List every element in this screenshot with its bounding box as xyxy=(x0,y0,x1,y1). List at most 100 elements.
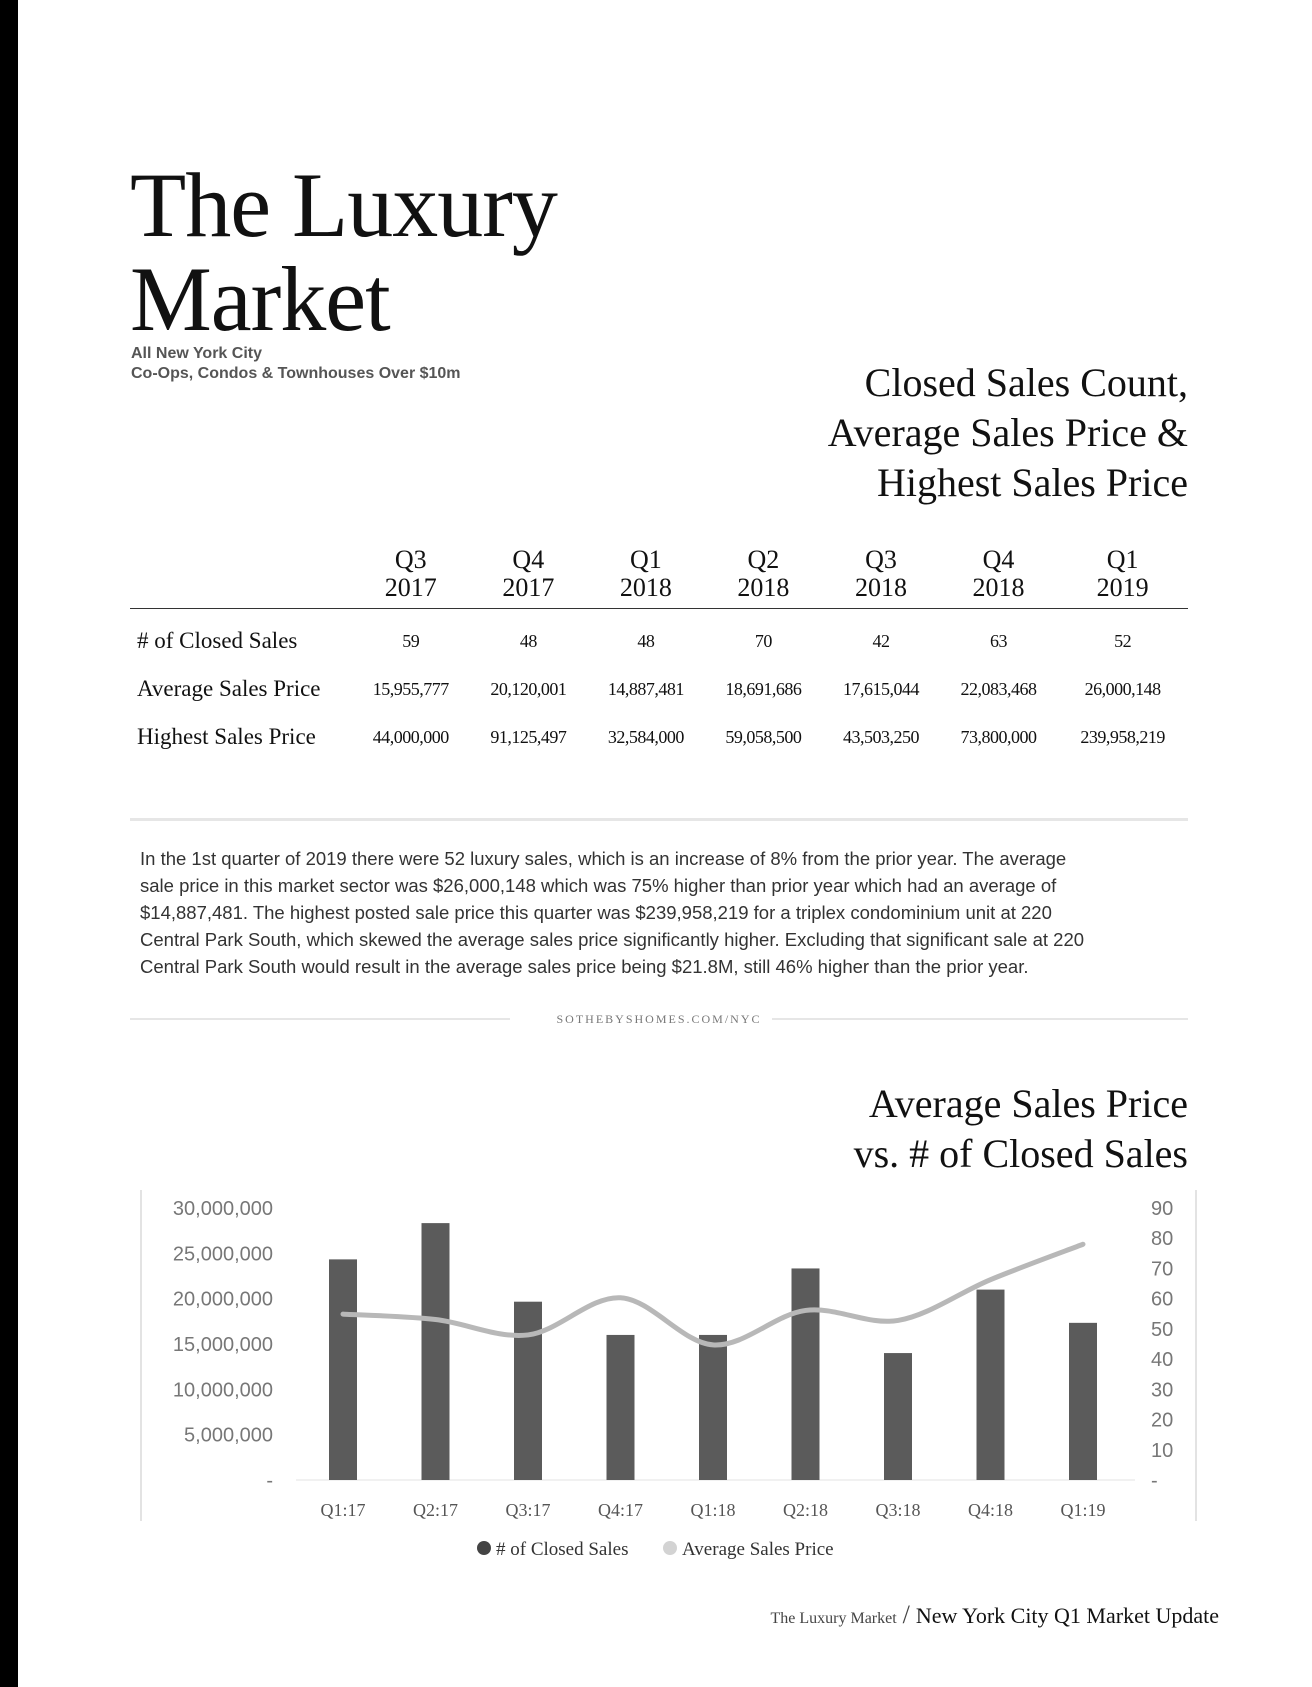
page-subtitle: All New York City Co-Ops, Condos & Townh… xyxy=(131,344,461,384)
table-cell: 20,120,001 xyxy=(490,678,567,699)
table-cell: 42 xyxy=(872,630,890,651)
page-edge-bar xyxy=(0,0,18,1687)
x-axis-tick-label: Q4:17 xyxy=(598,1500,643,1520)
x-axis-tick-label: Q2:17 xyxy=(413,1500,458,1520)
average-price-line xyxy=(340,1241,1086,1348)
x-axis-tick-label: Q1:18 xyxy=(691,1500,736,1520)
table-cell: 73,800,000 xyxy=(960,726,1037,747)
row-label: Average Sales Price xyxy=(137,676,321,701)
left-axis-tick-label: 10,000,000 xyxy=(173,1379,273,1401)
right-axis-tick-label: 30 xyxy=(1151,1379,1173,1401)
summary-line: $14,887,481. The highest posted sale pri… xyxy=(140,902,1052,923)
table-cell: 52 xyxy=(1114,630,1132,651)
right-axis-tick-label: 70 xyxy=(1151,1258,1173,1280)
table-cell: 239,958,219 xyxy=(1080,726,1165,747)
page-title: The Luxury Market xyxy=(130,158,558,346)
table-cell: 17,615,044 xyxy=(842,678,919,699)
table-cell: 32,584,000 xyxy=(607,726,684,747)
table-row: # of Closed Sales 59 48 48 70 42 63 52 xyxy=(130,609,1188,666)
legend-marker-avg-price xyxy=(663,1541,677,1555)
footer-right: New York City Q1 Market Update xyxy=(915,1603,1219,1628)
website-link[interactable]: SOTHEBYSHOMES.COM/NYC xyxy=(546,1012,772,1026)
avg-price-heading: Average Sales Price vs. # of Closed Sale… xyxy=(854,1079,1188,1179)
right-axis-tick-label: 40 xyxy=(1151,1349,1173,1371)
left-axis-tick-label: 25,000,000 xyxy=(173,1243,273,1265)
column-header: Q3 2017 xyxy=(352,546,470,609)
table-header-row: Q3 2017 Q4 2017 Q1 2018 Q2 2018 Q3 2018 Q4 201… xyxy=(130,546,1188,609)
heading-line: Average Sales Price & xyxy=(827,410,1188,455)
closed-sales-bar xyxy=(421,1223,450,1480)
sales-chart: - 5,000,000 10,000,000 15,000,000 20,000,000… xyxy=(140,1190,1197,1560)
table-cell: 15,955,777 xyxy=(372,678,449,699)
website-divider: SOTHEBYSHOMES.COM/NYC xyxy=(130,1010,1188,1028)
x-axis-tick-label: Q3:17 xyxy=(506,1500,551,1520)
x-axis-tick-label: Q4:18 xyxy=(968,1500,1013,1520)
right-axis-tick-label: - xyxy=(1151,1470,1158,1492)
page-footer: The Luxury Market / New York City Q1 Marke… xyxy=(770,1600,1219,1630)
closed-sales-bar xyxy=(791,1268,820,1480)
legend-label-closed-sales: # of Closed Sales xyxy=(496,1539,628,1560)
summary-line: sale price in this market sector was $26… xyxy=(140,875,1057,896)
x-axis-tick-label: Q1:17 xyxy=(321,1500,366,1520)
left-axis-tick-label: 15,000,000 xyxy=(173,1334,273,1356)
closed-sales-bar xyxy=(699,1334,727,1480)
column-header: Q3 2018 xyxy=(822,546,940,609)
left-axis-tick-label: 30,000,000 xyxy=(173,1198,273,1220)
left-axis-tick-label: 5,000,000 xyxy=(184,1425,273,1447)
left-axis-tick-label: 20,000,000 xyxy=(173,1289,273,1311)
table-cell: 59 xyxy=(402,630,420,651)
row-label: # of Closed Sales xyxy=(137,628,298,653)
heading-line: Average Sales Price xyxy=(868,1081,1188,1126)
table-cell: 18,691,686 xyxy=(725,678,802,699)
column-header: Q4 2017 xyxy=(469,546,588,609)
table-cell: 44,000,000 xyxy=(372,726,449,747)
legend-label-avg-price: Average Sales Price xyxy=(682,1539,834,1560)
column-header: Q1 2018 xyxy=(587,546,705,609)
closed-sales-bar xyxy=(976,1289,1005,1480)
left-axis-tick-label: - xyxy=(266,1470,273,1492)
x-axis-tick-label: Q2:18 xyxy=(783,1500,828,1520)
legend-marker-closed-sales xyxy=(477,1541,491,1555)
row-label: Highest Sales Price xyxy=(137,724,316,749)
x-axis-tick-label: Q1:19 xyxy=(1061,1500,1106,1520)
column-header: Q1 2019 xyxy=(1057,546,1188,609)
summary-line: In the 1st quarter of 2019 there were 52… xyxy=(140,848,1067,869)
table-corner xyxy=(130,546,352,609)
section-divider xyxy=(130,818,1188,821)
heading-line: Highest Sales Price xyxy=(876,460,1188,505)
table-cell: 59,058,500 xyxy=(725,726,802,747)
footer-separator: / xyxy=(902,1600,910,1629)
table-row: Highest Sales Price 44,000,000 91,125,49… xyxy=(130,713,1188,761)
summary-line: Central Park South, which skewed the ave… xyxy=(140,929,1085,950)
table-cell: 22,083,468 xyxy=(960,678,1037,699)
divider-line xyxy=(738,1018,1188,1020)
divider-line xyxy=(130,1018,510,1020)
table-cell: 63 xyxy=(990,630,1007,651)
closed-sales-bar xyxy=(329,1259,357,1480)
table-cell: 70 xyxy=(754,630,772,651)
sales-table: Q3 2017 Q4 2017 Q1 2018 Q2 2018 Q3 2018 Q4 201… xyxy=(130,546,1188,761)
right-axis-tick-label: 90 xyxy=(1151,1198,1173,1220)
right-axis-tick-label: 20 xyxy=(1151,1410,1173,1432)
closed-sales-heading: Closed Sales Count, Average Sales Price … xyxy=(828,358,1188,508)
right-axis-tick-label: 10 xyxy=(1151,1440,1173,1462)
table-cell: 48 xyxy=(637,630,655,651)
right-axis-tick-label: 50 xyxy=(1151,1319,1173,1341)
closed-sales-bar xyxy=(514,1301,542,1480)
closed-sales-bar xyxy=(884,1353,912,1480)
table-row: Average Sales Price 15,955,777 20,120,00… xyxy=(130,665,1188,713)
heading-line: vs. # of Closed Sales xyxy=(853,1131,1188,1176)
heading-line: Closed Sales Count, xyxy=(864,360,1188,405)
table-cell: 14,887,481 xyxy=(607,678,684,699)
footer-left: The Luxury Market xyxy=(770,1610,897,1627)
right-axis-tick-label: 80 xyxy=(1151,1228,1173,1250)
x-axis-tick-label: Q3:18 xyxy=(876,1500,921,1520)
subtitle-line: All New York City xyxy=(131,345,262,362)
summary-line: Central Park South would result in the a… xyxy=(140,956,1029,977)
closed-sales-bar xyxy=(606,1334,635,1480)
table-cell: 43,503,250 xyxy=(842,726,919,747)
summary-paragraph: In the 1st quarter of 2019 there were 52… xyxy=(140,845,1160,980)
right-axis-tick-label: 60 xyxy=(1151,1289,1173,1311)
closed-sales-bar xyxy=(1069,1322,1097,1480)
subtitle-line: Co-Ops, Condos & Townhouses Over $10m xyxy=(131,365,461,382)
